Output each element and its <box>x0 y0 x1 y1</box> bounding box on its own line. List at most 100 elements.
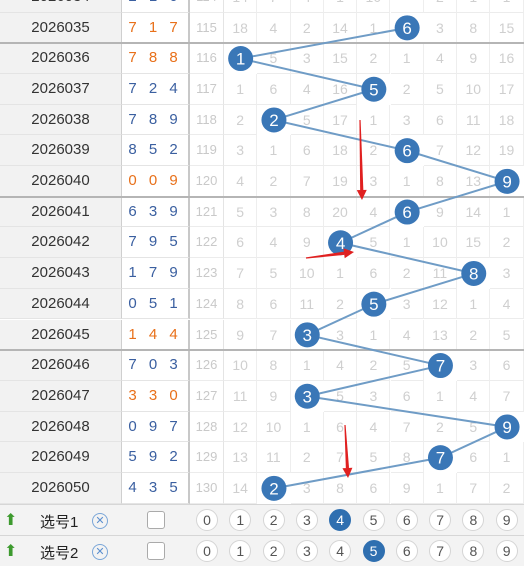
grid-value: 3 <box>290 473 324 504</box>
pick-ball[interactable]: 9 <box>495 539 518 562</box>
grid-value: 6 <box>357 258 391 289</box>
period-label: 2026050 <box>0 473 122 504</box>
draw-numbers: 7 8 8 <box>122 43 190 74</box>
period-label: 2026043 <box>0 258 122 289</box>
draw-numbers: 1 7 9 <box>122 258 190 289</box>
period-label: 2026049 <box>0 442 122 473</box>
grid-value: 1 <box>423 380 458 412</box>
grid-value: 9 <box>457 43 491 74</box>
pick-checkbox[interactable] <box>147 510 165 529</box>
pick-ball[interactable]: 3 <box>295 539 318 562</box>
grid-value: 1 <box>224 73 258 105</box>
grid-value: 5 <box>323 380 358 412</box>
grid-value: 17 <box>490 73 524 105</box>
value-ball: 9 <box>494 168 520 194</box>
grid-value: 1 <box>490 0 524 13</box>
pick-ball[interactable]: 4 <box>329 508 352 531</box>
ball-label: 7 <box>436 449 445 468</box>
grid-value: 5 <box>257 258 291 289</box>
grid-value: 4 <box>290 73 324 105</box>
grid-value: 5 <box>390 350 424 381</box>
row-index: 129 <box>190 442 224 473</box>
grid-value: 13 <box>224 442 258 473</box>
grid-value: 5 <box>357 227 391 259</box>
grid-value: 10 <box>224 350 258 381</box>
grid-value: 1 <box>290 350 324 381</box>
value-ball: 9 <box>494 414 520 440</box>
pick-ball[interactable]: 7 <box>429 508 452 531</box>
ball-label: 6 <box>402 203 411 222</box>
grid-value: 8 <box>290 196 324 228</box>
period-label: 2026048 <box>0 411 122 443</box>
grid-value <box>390 0 424 13</box>
pick-ball[interactable]: 8 <box>462 508 485 531</box>
pick-ball[interactable]: 2 <box>262 539 285 562</box>
grid-value: 9 <box>390 473 424 504</box>
pick-ball[interactable]: 6 <box>395 539 418 562</box>
pick-ball[interactable]: 5 <box>362 539 385 562</box>
grid-value: 2 <box>390 258 424 289</box>
pick-ball[interactable]: 9 <box>495 508 518 531</box>
grid-value: 14 <box>224 473 258 504</box>
grid-value: 5 <box>357 442 391 473</box>
ball-circle <box>494 414 520 440</box>
row-index: 118 <box>190 104 224 136</box>
grid-value: 3 <box>390 104 424 136</box>
grid-value: 10 <box>457 73 491 105</box>
grid-value: 1 <box>457 0 491 13</box>
value-ball: 1 <box>228 46 254 72</box>
grid-value: 3 <box>357 380 391 412</box>
period-label: 2026044 <box>0 288 122 320</box>
row-index: 128 <box>190 411 224 443</box>
remove-icon[interactable]: ✕ <box>92 543 108 560</box>
grid-value: 6 <box>290 135 324 166</box>
grid-value: 14 <box>224 0 258 13</box>
pick-ball[interactable]: 2 <box>262 508 285 531</box>
ball-circle <box>461 260 487 286</box>
grid-value: 4 <box>357 411 391 443</box>
value-ball: 7 <box>427 445 453 471</box>
pick-ball[interactable]: 1 <box>229 508 252 531</box>
grid-value: 4 <box>257 227 291 259</box>
ball-circle <box>294 383 320 409</box>
grid-value: 5 <box>290 104 324 136</box>
pick-ball[interactable]: 6 <box>395 508 418 531</box>
group-separator <box>0 349 524 352</box>
grid-value: 8 <box>224 288 258 320</box>
pick-ball[interactable]: 8 <box>462 539 485 562</box>
annotation-arrow <box>342 424 353 478</box>
grid-value: 1 <box>457 288 491 320</box>
pick-ball[interactable]: 4 <box>329 539 352 562</box>
pick-ball[interactable]: 1 <box>229 539 252 562</box>
grid-value: 3 <box>390 288 424 320</box>
grid-value: 16 <box>323 73 358 105</box>
pick-checkbox[interactable] <box>147 541 165 560</box>
value-ball: 3 <box>294 322 320 348</box>
up-arrow-icon[interactable]: ⬆ <box>4 511 18 529</box>
grid-value: 18 <box>323 135 358 166</box>
grid-value: 12 <box>224 411 258 443</box>
pick-ball[interactable]: 0 <box>196 539 218 562</box>
pick-ball[interactable]: 0 <box>196 508 218 531</box>
grid-value: 7 <box>257 0 291 13</box>
ball-circle <box>394 199 420 225</box>
pick-ball[interactable]: 5 <box>362 508 385 531</box>
grid-value: 2 <box>224 104 258 136</box>
ball-circle <box>394 138 420 164</box>
draw-numbers: 7 1 7 <box>122 12 190 44</box>
grid-value: 15 <box>323 43 358 74</box>
grid-value: 6 <box>257 73 291 105</box>
ball-circle <box>261 107 287 133</box>
draw-numbers: 5 9 2 <box>122 442 190 473</box>
grid-value: 2 <box>423 0 458 13</box>
grid-value: 6 <box>357 473 391 504</box>
pick-ball[interactable]: 7 <box>429 539 452 562</box>
period-label: 2026035 <box>0 12 122 44</box>
ball-circle <box>328 230 354 256</box>
grid-value: 11 <box>457 104 491 136</box>
period-label: 2026036 <box>0 43 122 74</box>
up-arrow-icon[interactable]: ⬆ <box>4 542 18 560</box>
remove-icon[interactable]: ✕ <box>92 512 108 529</box>
grid-value: 7 <box>457 473 491 504</box>
pick-ball[interactable]: 3 <box>295 508 318 531</box>
